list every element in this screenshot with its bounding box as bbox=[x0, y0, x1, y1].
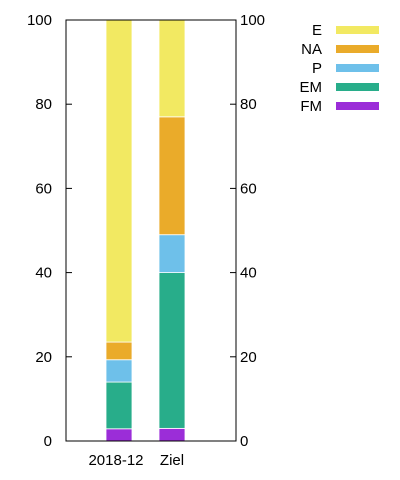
bar-segment-p-0 bbox=[105, 359, 133, 383]
y-tick-label-left: 40 bbox=[35, 265, 52, 282]
legend-label-e: E bbox=[312, 22, 322, 39]
axes: 0 0 20 20 40 40 60 60 80 80 100 100 bbox=[27, 12, 265, 450]
bar-segment-fm-1 bbox=[158, 427, 186, 442]
y-tick-label-right: 100 bbox=[240, 12, 265, 29]
y-tick-label-left: 60 bbox=[35, 180, 52, 197]
y-tick-label-left: 0 bbox=[44, 433, 52, 450]
legend: E NA P EM FM bbox=[300, 22, 379, 115]
x-tick-label: 2018-12 bbox=[88, 452, 143, 469]
y-tick-label-right: 0 bbox=[240, 433, 248, 450]
legend-label-fm: FM bbox=[300, 98, 322, 115]
legend-label-na: NA bbox=[301, 41, 322, 58]
y-tick-label-right: 60 bbox=[240, 180, 257, 197]
legend-swatch-e bbox=[336, 26, 379, 34]
y-tick-label-right: 20 bbox=[240, 349, 257, 366]
legend-label-em: EM bbox=[300, 79, 323, 96]
bar-segment-fm-0 bbox=[105, 428, 133, 442]
y-tick-label-right: 40 bbox=[240, 265, 257, 282]
y-tick-label-right: 80 bbox=[240, 96, 257, 113]
legend-label-p: P bbox=[312, 60, 322, 77]
bar-segment-em-0 bbox=[105, 381, 133, 430]
legend-swatch-na bbox=[336, 45, 379, 53]
x-tick-label: Ziel bbox=[160, 452, 184, 469]
bar-segment-p-1 bbox=[158, 234, 186, 274]
bar-segment-em-1 bbox=[158, 272, 186, 429]
bar-segment-e-0 bbox=[105, 19, 133, 343]
x-tick-labels: 2018-12 Ziel bbox=[88, 452, 184, 469]
bar-segment-na-0 bbox=[105, 341, 133, 361]
bar-stacks bbox=[105, 19, 186, 442]
legend-swatch-p bbox=[336, 64, 379, 72]
y-tick-label-left: 80 bbox=[35, 96, 52, 113]
plot-frame bbox=[65, 19, 237, 442]
bar-segment-e-1 bbox=[158, 19, 186, 118]
legend-swatch-em bbox=[336, 83, 379, 91]
bar-segment-na-1 bbox=[158, 116, 186, 236]
legend-swatch-fm bbox=[336, 102, 379, 110]
y-tick-label-left: 100 bbox=[27, 12, 52, 29]
y-tick-label-left: 20 bbox=[35, 349, 52, 366]
